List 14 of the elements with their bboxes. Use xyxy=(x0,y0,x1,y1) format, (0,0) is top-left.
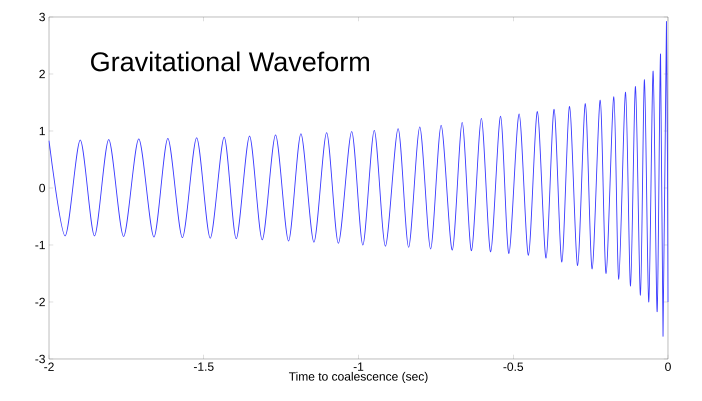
y-tick-label: -3 xyxy=(35,354,45,364)
y-tick-label: 0 xyxy=(39,184,46,192)
y-tick-label: -2 xyxy=(35,298,45,306)
x-tick-label: -1.5 xyxy=(194,362,214,371)
x-tick-label: -1 xyxy=(354,362,364,371)
line-series xyxy=(48,21,668,337)
text: Gravitational Waveform xyxy=(91,52,369,72)
x-tick-label: 0 xyxy=(665,362,671,372)
x-axis-title: Time to coalescence (sec) xyxy=(288,372,428,384)
y-tick-label: -1 xyxy=(35,240,45,250)
x-tick-label: -0.5 xyxy=(503,362,524,372)
y-tick-label: 1 xyxy=(40,126,45,136)
y-tick-label: 3 xyxy=(39,12,45,22)
y-tick-label: 2 xyxy=(39,70,45,78)
